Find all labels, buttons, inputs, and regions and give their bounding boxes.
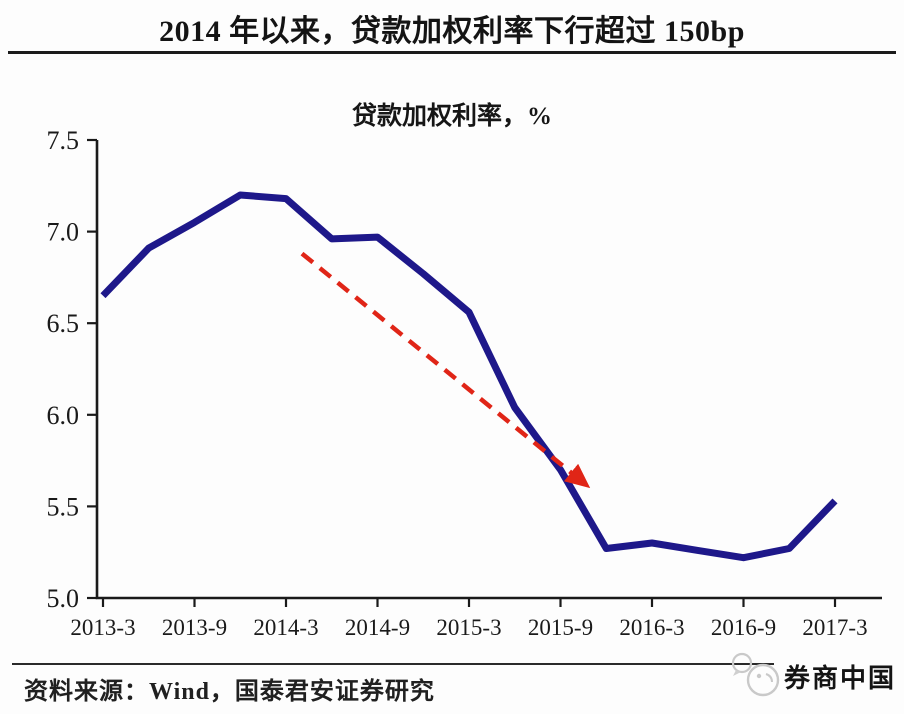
loan-rate-series-line (100, 191, 838, 562)
y-tick-label: 6.0 (47, 401, 80, 430)
y-tick-label: 6.5 (47, 309, 80, 338)
y-tick-label: 5.5 (47, 492, 80, 521)
y-tick-label: 7.0 (47, 218, 80, 247)
watermark: 券商中国 (726, 648, 898, 704)
x-tick-label: 2013-9 (162, 615, 227, 640)
x-tick-label: 2013-3 (70, 615, 135, 640)
y-tick-label: 5.0 (47, 584, 80, 613)
trend-arrow-annotation (300, 251, 591, 489)
x-tick-label: 2017-3 (802, 615, 867, 640)
x-tick-label: 2015-9 (528, 615, 593, 640)
securities-china-mascot-icon (731, 652, 780, 697)
chart-title: 贷款加权利率，% (351, 103, 552, 130)
page-title: 2014 年以来，贷款加权利率下行超过 150bp (159, 15, 745, 48)
x-tick-label: 2014-9 (345, 615, 410, 640)
source-note: 资料来源：Wind，国泰君安证券研究 (24, 679, 435, 705)
watermark-text: 券商中国 (784, 663, 897, 693)
y-tick-label: 7.5 (47, 126, 80, 155)
x-tick-label: 2015-3 (436, 615, 501, 640)
x-tick-label: 2016-9 (711, 615, 776, 640)
source-divider (12, 663, 774, 665)
x-tick-label: 2014-3 (253, 615, 318, 640)
x-tick-label: 2016-3 (619, 615, 684, 640)
title-divider (8, 51, 896, 54)
